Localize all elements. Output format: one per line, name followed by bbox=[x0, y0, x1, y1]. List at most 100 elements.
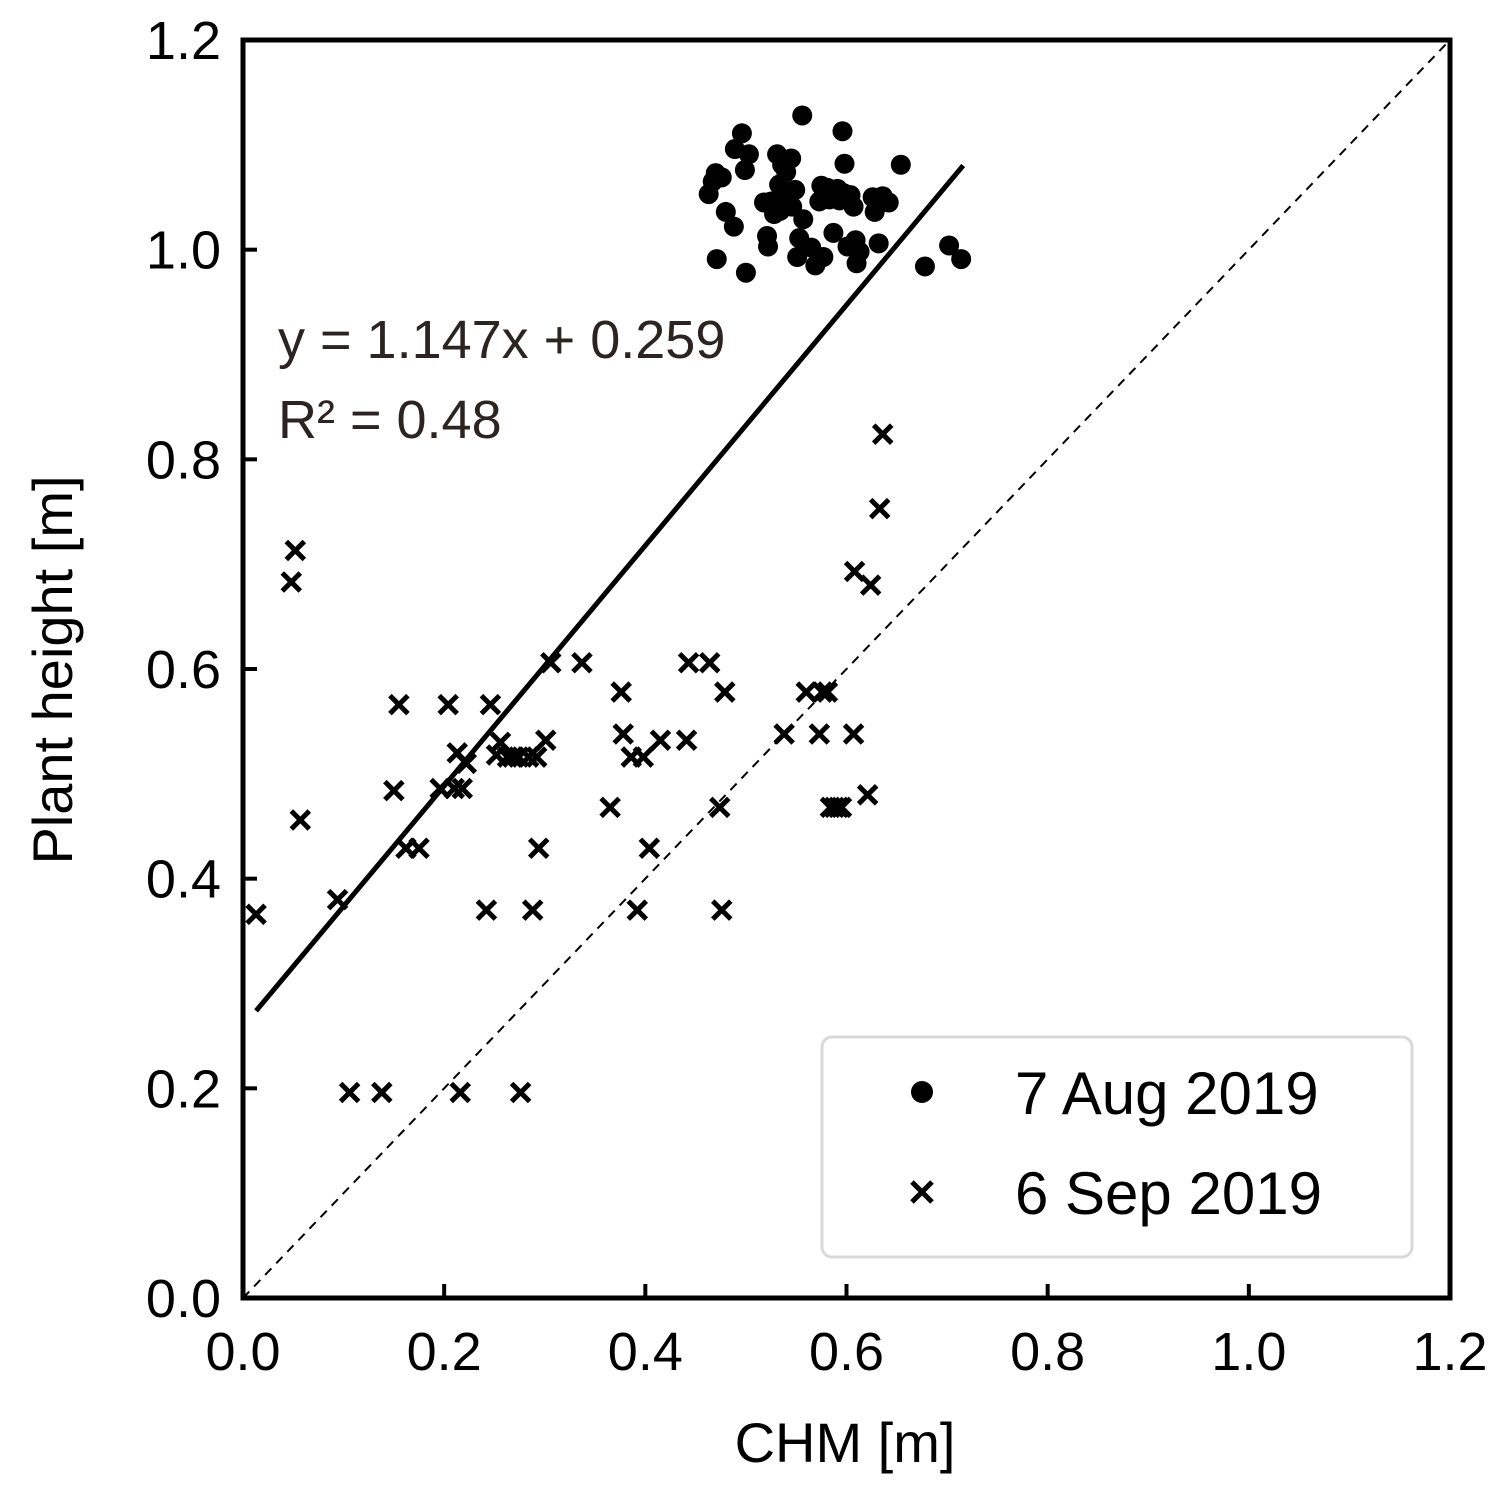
x-axis: 0.0 0.2 0.4 0.6 0.8 1.0 1.2 bbox=[205, 1284, 1488, 1382]
y-tick-label: 0.0 bbox=[146, 1269, 221, 1329]
point-sep-2019 bbox=[856, 784, 879, 806]
y-axis-title: Plant height [m] bbox=[21, 475, 84, 864]
point-sep-2019 bbox=[714, 681, 736, 703]
point-aug-2019 bbox=[792, 105, 813, 126]
point-aug-2019 bbox=[849, 241, 870, 262]
point-sep-2019 bbox=[455, 752, 478, 775]
regression-equation: y = 1.147x + 0.259 bbox=[278, 310, 725, 370]
point-aug-2019 bbox=[738, 144, 759, 165]
point-aug-2019 bbox=[754, 192, 775, 213]
point-aug-2019 bbox=[834, 153, 855, 174]
point-sep-2019 bbox=[795, 681, 818, 703]
x-tick-label: 0.0 bbox=[205, 1322, 280, 1382]
point-sep-2019 bbox=[521, 899, 544, 921]
point-sep-2019 bbox=[612, 723, 634, 745]
point-aug-2019 bbox=[731, 123, 752, 144]
point-aug-2019 bbox=[698, 184, 719, 205]
point-aug-2019 bbox=[914, 256, 935, 277]
point-sep-2019 bbox=[811, 681, 834, 703]
legend-x-marker bbox=[910, 1180, 934, 1204]
point-sep-2019 bbox=[383, 779, 405, 802]
point-sep-2019 bbox=[708, 796, 731, 819]
plot-frame bbox=[240, 37, 1453, 1301]
y-tick-label: 0.2 bbox=[146, 1059, 221, 1119]
y-tick-label: 0.8 bbox=[146, 430, 221, 490]
point-sep-2019 bbox=[816, 681, 839, 703]
point-sep-2019 bbox=[868, 497, 891, 520]
point-sep-2019 bbox=[501, 746, 524, 768]
point-sep-2019 bbox=[571, 651, 593, 674]
point-sep-2019 bbox=[437, 693, 459, 716]
point-sep-2019 bbox=[677, 651, 700, 674]
x-tick-label: 0.2 bbox=[407, 1322, 482, 1382]
point-aug-2019 bbox=[734, 159, 755, 180]
point-sep-2019 bbox=[871, 423, 894, 445]
point-sep-2019 bbox=[773, 723, 795, 745]
point-sep-2019 bbox=[509, 1081, 532, 1104]
x-tick-label: 1.0 bbox=[1211, 1322, 1286, 1382]
point-sep-2019 bbox=[408, 837, 430, 860]
legend-circle-marker bbox=[911, 1081, 933, 1103]
point-sep-2019 bbox=[245, 903, 267, 926]
point-sep-2019 bbox=[675, 729, 698, 752]
point-aug-2019 bbox=[878, 192, 899, 213]
legend-label-aug: 7 Aug 2019 bbox=[1015, 1060, 1319, 1127]
point-aug-2019 bbox=[864, 201, 885, 222]
regression-fit-line bbox=[254, 163, 966, 1013]
x-tick-label: 0.4 bbox=[608, 1322, 683, 1382]
point-aug-2019 bbox=[951, 249, 972, 270]
point-aug-2019 bbox=[706, 249, 727, 270]
point-aug-2019 bbox=[939, 235, 960, 256]
point-sep-2019 bbox=[443, 777, 465, 800]
y-tick-label: 1.0 bbox=[146, 221, 221, 281]
point-aug-2019 bbox=[868, 233, 889, 254]
point-aug-2019 bbox=[723, 216, 744, 237]
legend-label-sep: 6 Sep 2019 bbox=[1015, 1160, 1322, 1227]
point-sep-2019 bbox=[449, 1081, 472, 1104]
data-points bbox=[245, 105, 972, 1104]
point-sep-2019 bbox=[649, 729, 672, 752]
point-aug-2019 bbox=[787, 247, 808, 268]
point-sep-2019 bbox=[808, 723, 831, 745]
point-aug-2019 bbox=[735, 262, 756, 283]
x-tick-label: 0.8 bbox=[1010, 1322, 1085, 1382]
point-sep-2019 bbox=[534, 729, 557, 752]
point-aug-2019 bbox=[711, 167, 732, 188]
point-sep-2019 bbox=[289, 809, 312, 831]
point-sep-2019 bbox=[610, 681, 632, 703]
point-aug-2019 bbox=[813, 247, 834, 268]
point-sep-2019 bbox=[479, 693, 502, 716]
point-sep-2019 bbox=[326, 888, 349, 911]
point-sep-2019 bbox=[451, 777, 474, 800]
point-sep-2019 bbox=[638, 837, 661, 860]
point-sep-2019 bbox=[599, 796, 621, 819]
point-aug-2019 bbox=[781, 148, 802, 169]
point-sep-2019 bbox=[626, 899, 649, 921]
point-aug-2019 bbox=[758, 236, 779, 257]
point-aug-2019 bbox=[770, 200, 791, 221]
point-aug-2019 bbox=[715, 201, 736, 222]
point-aug-2019 bbox=[843, 196, 864, 217]
point-aug-2019 bbox=[785, 179, 806, 200]
point-sep-2019 bbox=[371, 1081, 393, 1104]
point-sep-2019 bbox=[475, 899, 498, 921]
point-sep-2019 bbox=[698, 651, 721, 674]
point-sep-2019 bbox=[859, 574, 882, 596]
point-sep-2019 bbox=[525, 746, 548, 768]
y-tick-label: 0.6 bbox=[146, 640, 221, 700]
point-sep-2019 bbox=[338, 1081, 361, 1104]
one-to-one-reference-line bbox=[242, 39, 1451, 1299]
point-sep-2019 bbox=[632, 746, 655, 768]
r-squared-value: R² = 0.48 bbox=[278, 390, 502, 450]
legend: 7 Aug 2019 6 Sep 2019 bbox=[820, 1035, 1414, 1259]
point-sep-2019 bbox=[842, 723, 865, 745]
y-tick-label: 0.4 bbox=[146, 850, 221, 910]
y-tick-label: 1.2 bbox=[146, 11, 221, 71]
point-sep-2019 bbox=[823, 796, 846, 819]
x-tick-label: 1.2 bbox=[1412, 1322, 1487, 1382]
point-sep-2019 bbox=[830, 796, 853, 819]
point-sep-2019 bbox=[540, 651, 562, 674]
legend-box bbox=[820, 1035, 1414, 1259]
